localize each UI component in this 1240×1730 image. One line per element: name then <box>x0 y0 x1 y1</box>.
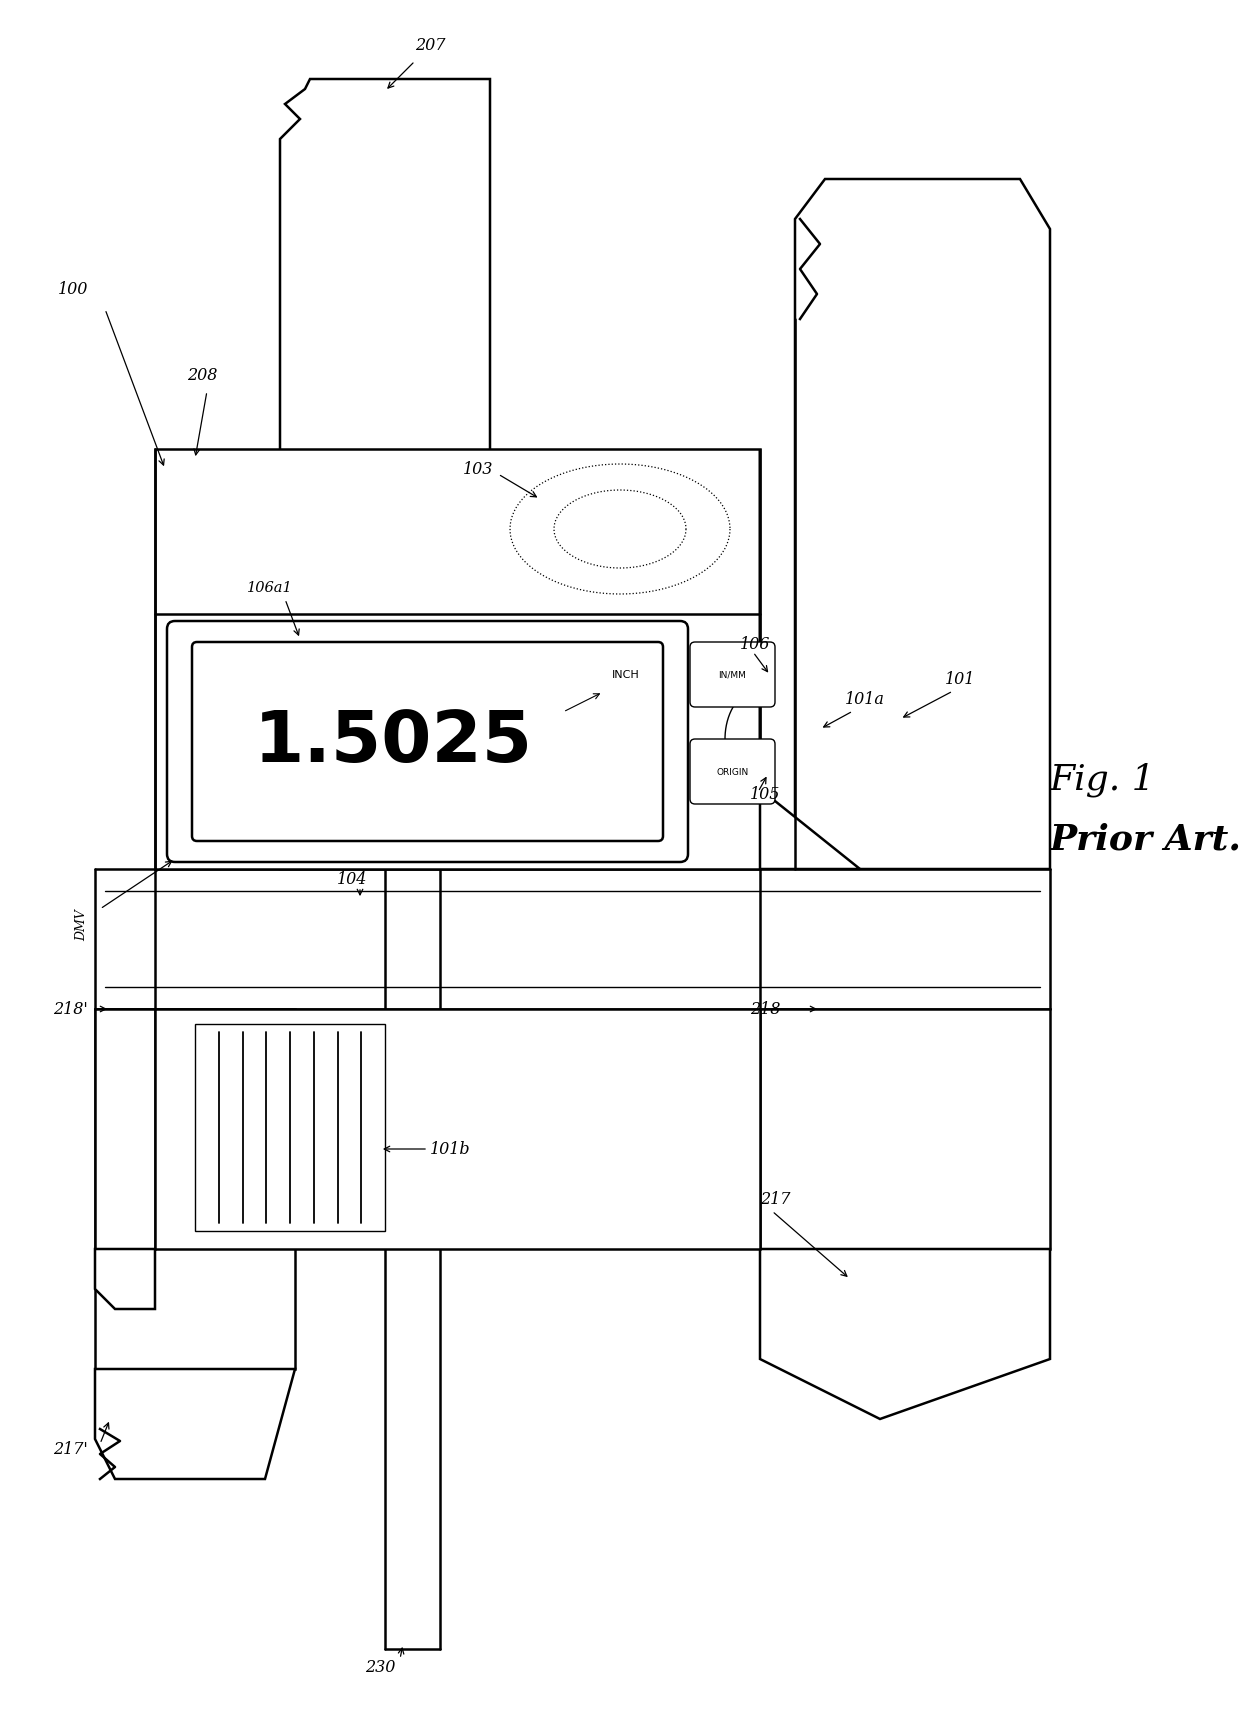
Text: 103: 103 <box>463 462 494 477</box>
Polygon shape <box>95 1368 295 1479</box>
Text: INCH: INCH <box>613 670 640 680</box>
Polygon shape <box>95 1249 155 1310</box>
Text: DMV: DMV <box>74 908 88 941</box>
Polygon shape <box>95 1009 155 1249</box>
Polygon shape <box>760 1249 1050 1419</box>
Polygon shape <box>155 450 760 870</box>
FancyBboxPatch shape <box>167 621 688 863</box>
Polygon shape <box>95 1009 295 1368</box>
FancyBboxPatch shape <box>192 642 663 841</box>
Text: 100: 100 <box>57 282 88 298</box>
Text: ORIGIN: ORIGIN <box>717 768 749 777</box>
Text: 104: 104 <box>337 870 367 887</box>
Text: 101a: 101a <box>844 690 885 708</box>
Text: 105: 105 <box>750 785 780 803</box>
Text: 217: 217 <box>760 1190 790 1208</box>
Text: 208: 208 <box>187 367 217 384</box>
Text: 230: 230 <box>365 1659 396 1676</box>
FancyBboxPatch shape <box>689 642 775 708</box>
Polygon shape <box>760 450 861 870</box>
Text: 101b: 101b <box>430 1140 471 1157</box>
Polygon shape <box>795 180 1050 870</box>
Text: 207: 207 <box>415 36 445 54</box>
Text: 101: 101 <box>945 671 976 689</box>
Polygon shape <box>280 80 490 870</box>
Text: Prior Art.: Prior Art. <box>1050 822 1240 856</box>
Text: 217': 217' <box>53 1441 88 1458</box>
Polygon shape <box>155 1009 760 1249</box>
FancyBboxPatch shape <box>689 739 775 804</box>
Text: 218': 218' <box>53 1002 88 1017</box>
Text: 218: 218 <box>750 1002 780 1017</box>
Text: Fig. 1: Fig. 1 <box>1050 763 1156 798</box>
Text: IN/MM: IN/MM <box>718 671 746 680</box>
Text: 106a1: 106a1 <box>247 581 293 595</box>
Text: 1.5025: 1.5025 <box>254 708 533 777</box>
Polygon shape <box>760 1009 1050 1249</box>
Bar <box>195 1024 384 1232</box>
Text: 106: 106 <box>740 637 770 654</box>
